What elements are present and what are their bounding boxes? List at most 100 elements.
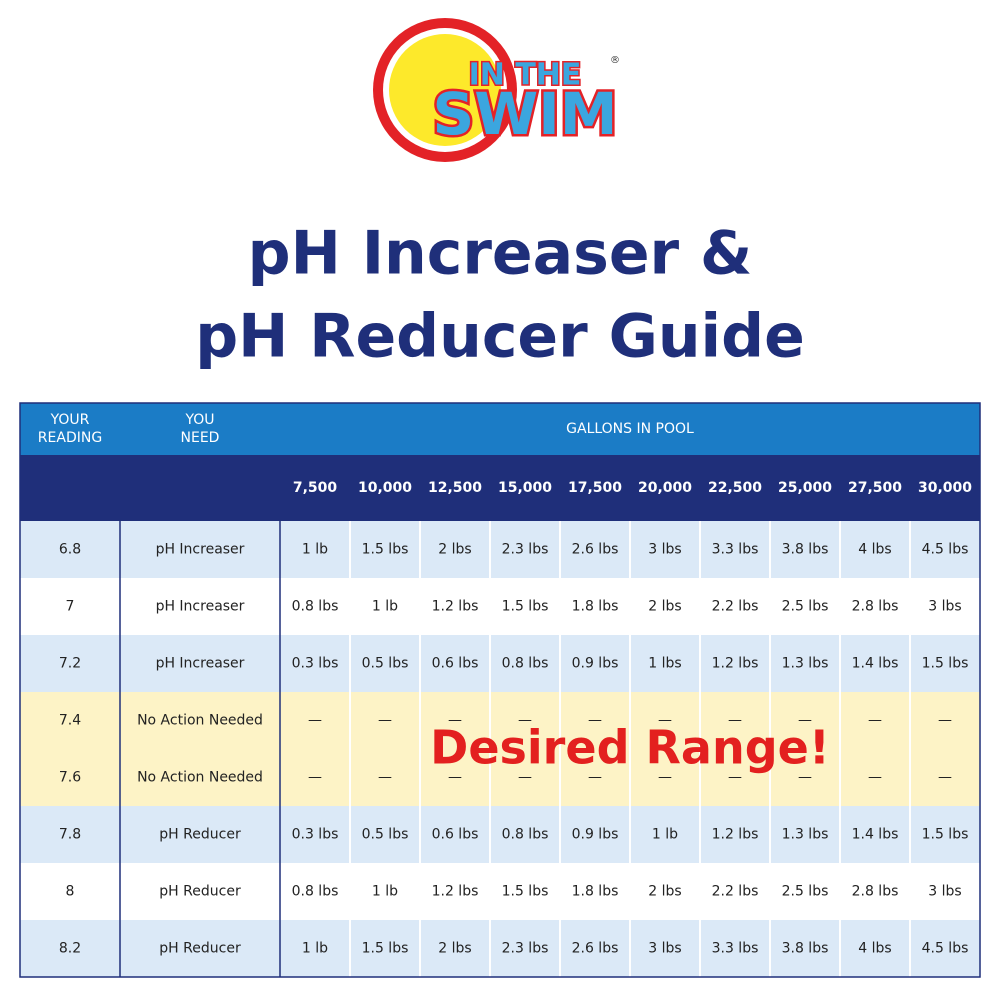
gallons-header: 7,500: [293, 480, 338, 496]
cell: 3 lbs: [928, 599, 961, 615]
cell: 2.3 lbs: [502, 542, 549, 558]
header-gallons: GALLONS IN POOL: [566, 421, 694, 437]
cell: pH Increaser: [156, 542, 245, 558]
cell: No Action Needed: [137, 770, 263, 786]
cell: 2 lbs: [648, 599, 681, 615]
cell: 7: [66, 599, 75, 615]
cell: 4.5 lbs: [922, 941, 969, 957]
cell: 0.9 lbs: [572, 656, 619, 672]
cell: 1.5 lbs: [922, 827, 969, 843]
cell: —: [658, 713, 672, 729]
cell: 0.6 lbs: [432, 656, 479, 672]
row-bg: [20, 635, 980, 692]
cell: 0.5 lbs: [362, 827, 409, 843]
cell: 7.4: [59, 713, 81, 729]
row-bg: [20, 806, 980, 863]
cell: 4 lbs: [858, 941, 891, 957]
row-bg: [20, 749, 980, 806]
cell: pH Increaser: [156, 656, 245, 672]
cell: —: [658, 770, 672, 786]
cell: 1 lb: [302, 542, 328, 558]
table: YOUR READING YOU NEED GALLONS IN POOL 7,500 10…: [19, 402, 981, 978]
header-bottom: [20, 455, 980, 521]
cell: —: [728, 770, 742, 786]
cell: pH Reducer: [159, 827, 241, 843]
row-bg: [20, 692, 980, 749]
gallons-header: 20,000: [638, 480, 692, 496]
cell: 2.8 lbs: [852, 884, 899, 900]
logo-line2: SWIM: [432, 80, 617, 148]
cell: 1.3 lbs: [782, 827, 829, 843]
cell: 1 lb: [372, 884, 398, 900]
cell: 1.2 lbs: [432, 884, 479, 900]
cell: 1.8 lbs: [572, 884, 619, 900]
logo-mark: ®: [610, 55, 620, 66]
cell: 3.3 lbs: [712, 542, 759, 558]
cell: —: [588, 770, 602, 786]
cell: —: [868, 713, 882, 729]
cell: 1 lb: [372, 599, 398, 615]
overlay: Desired Range!: [430, 721, 830, 775]
cell: 1 lb: [302, 941, 328, 957]
cell: 0.3 lbs: [292, 827, 339, 843]
cell: —: [938, 713, 952, 729]
gallons-header: 25,000: [778, 480, 832, 496]
cell: —: [308, 713, 322, 729]
cell: —: [588, 713, 602, 729]
cell: 3.8 lbs: [782, 542, 829, 558]
cell: 3 lbs: [928, 884, 961, 900]
title-line: pH Reducer Guide: [195, 302, 805, 372]
cell: 0.9 lbs: [572, 827, 619, 843]
cell: pH Increaser: [156, 599, 245, 615]
logo-line1: IN THE: [469, 58, 582, 93]
row-bg: [20, 578, 980, 635]
cell: 2.6 lbs: [572, 941, 619, 957]
gallons-header: 12,500: [428, 480, 482, 496]
cell: 0.8 lbs: [292, 599, 339, 615]
cell: —: [448, 713, 462, 729]
cell: —: [308, 770, 322, 786]
cell: 0.8 lbs: [502, 656, 549, 672]
cell: 3.3 lbs: [712, 941, 759, 957]
cell: 1.5 lbs: [362, 542, 409, 558]
cell: 2.5 lbs: [782, 599, 829, 615]
cell: 0.5 lbs: [362, 656, 409, 672]
header-reading: READING: [38, 430, 102, 446]
title-line: pH Increaser &: [248, 219, 753, 289]
cell: —: [378, 770, 392, 786]
cell: 8.2: [59, 941, 81, 957]
cell: 8: [66, 884, 75, 900]
cell: 1.4 lbs: [852, 827, 899, 843]
cell: 2.5 lbs: [782, 884, 829, 900]
cell: 4.5 lbs: [922, 542, 969, 558]
cell: pH Reducer: [159, 941, 241, 957]
gallons-header: 15,000: [498, 480, 552, 496]
header-need: NEED: [181, 430, 220, 446]
cell: 2.2 lbs: [712, 884, 759, 900]
header-need: YOU: [184, 412, 214, 428]
row-bg: [20, 521, 980, 578]
table-border: [19, 402, 981, 978]
cell: 1.5 lbs: [922, 656, 969, 672]
cell: 0.6 lbs: [432, 827, 479, 843]
cell: 1.5 lbs: [362, 941, 409, 957]
gallons-header: 22,500: [708, 480, 762, 496]
cell: 3 lbs: [648, 941, 681, 957]
cell: pH Reducer: [159, 884, 241, 900]
cell: 2 lbs: [648, 884, 681, 900]
cell: —: [518, 713, 532, 729]
row-bg: [20, 920, 980, 977]
cell: 1.5 lbs: [502, 884, 549, 900]
logo: IN THE ® SWIM: [370, 18, 626, 202]
cell: 2 lbs: [438, 941, 471, 957]
cell: 7.8: [59, 827, 81, 843]
cell: 0.8 lbs: [502, 827, 549, 843]
cell: 7.2: [59, 656, 81, 672]
cell: —: [728, 713, 742, 729]
cell: 0.3 lbs: [292, 656, 339, 672]
cell: 7.6: [59, 770, 81, 786]
gallons-header: 27,500: [848, 480, 902, 496]
cell: 1.5 lbs: [502, 599, 549, 615]
cell: —: [448, 770, 462, 786]
